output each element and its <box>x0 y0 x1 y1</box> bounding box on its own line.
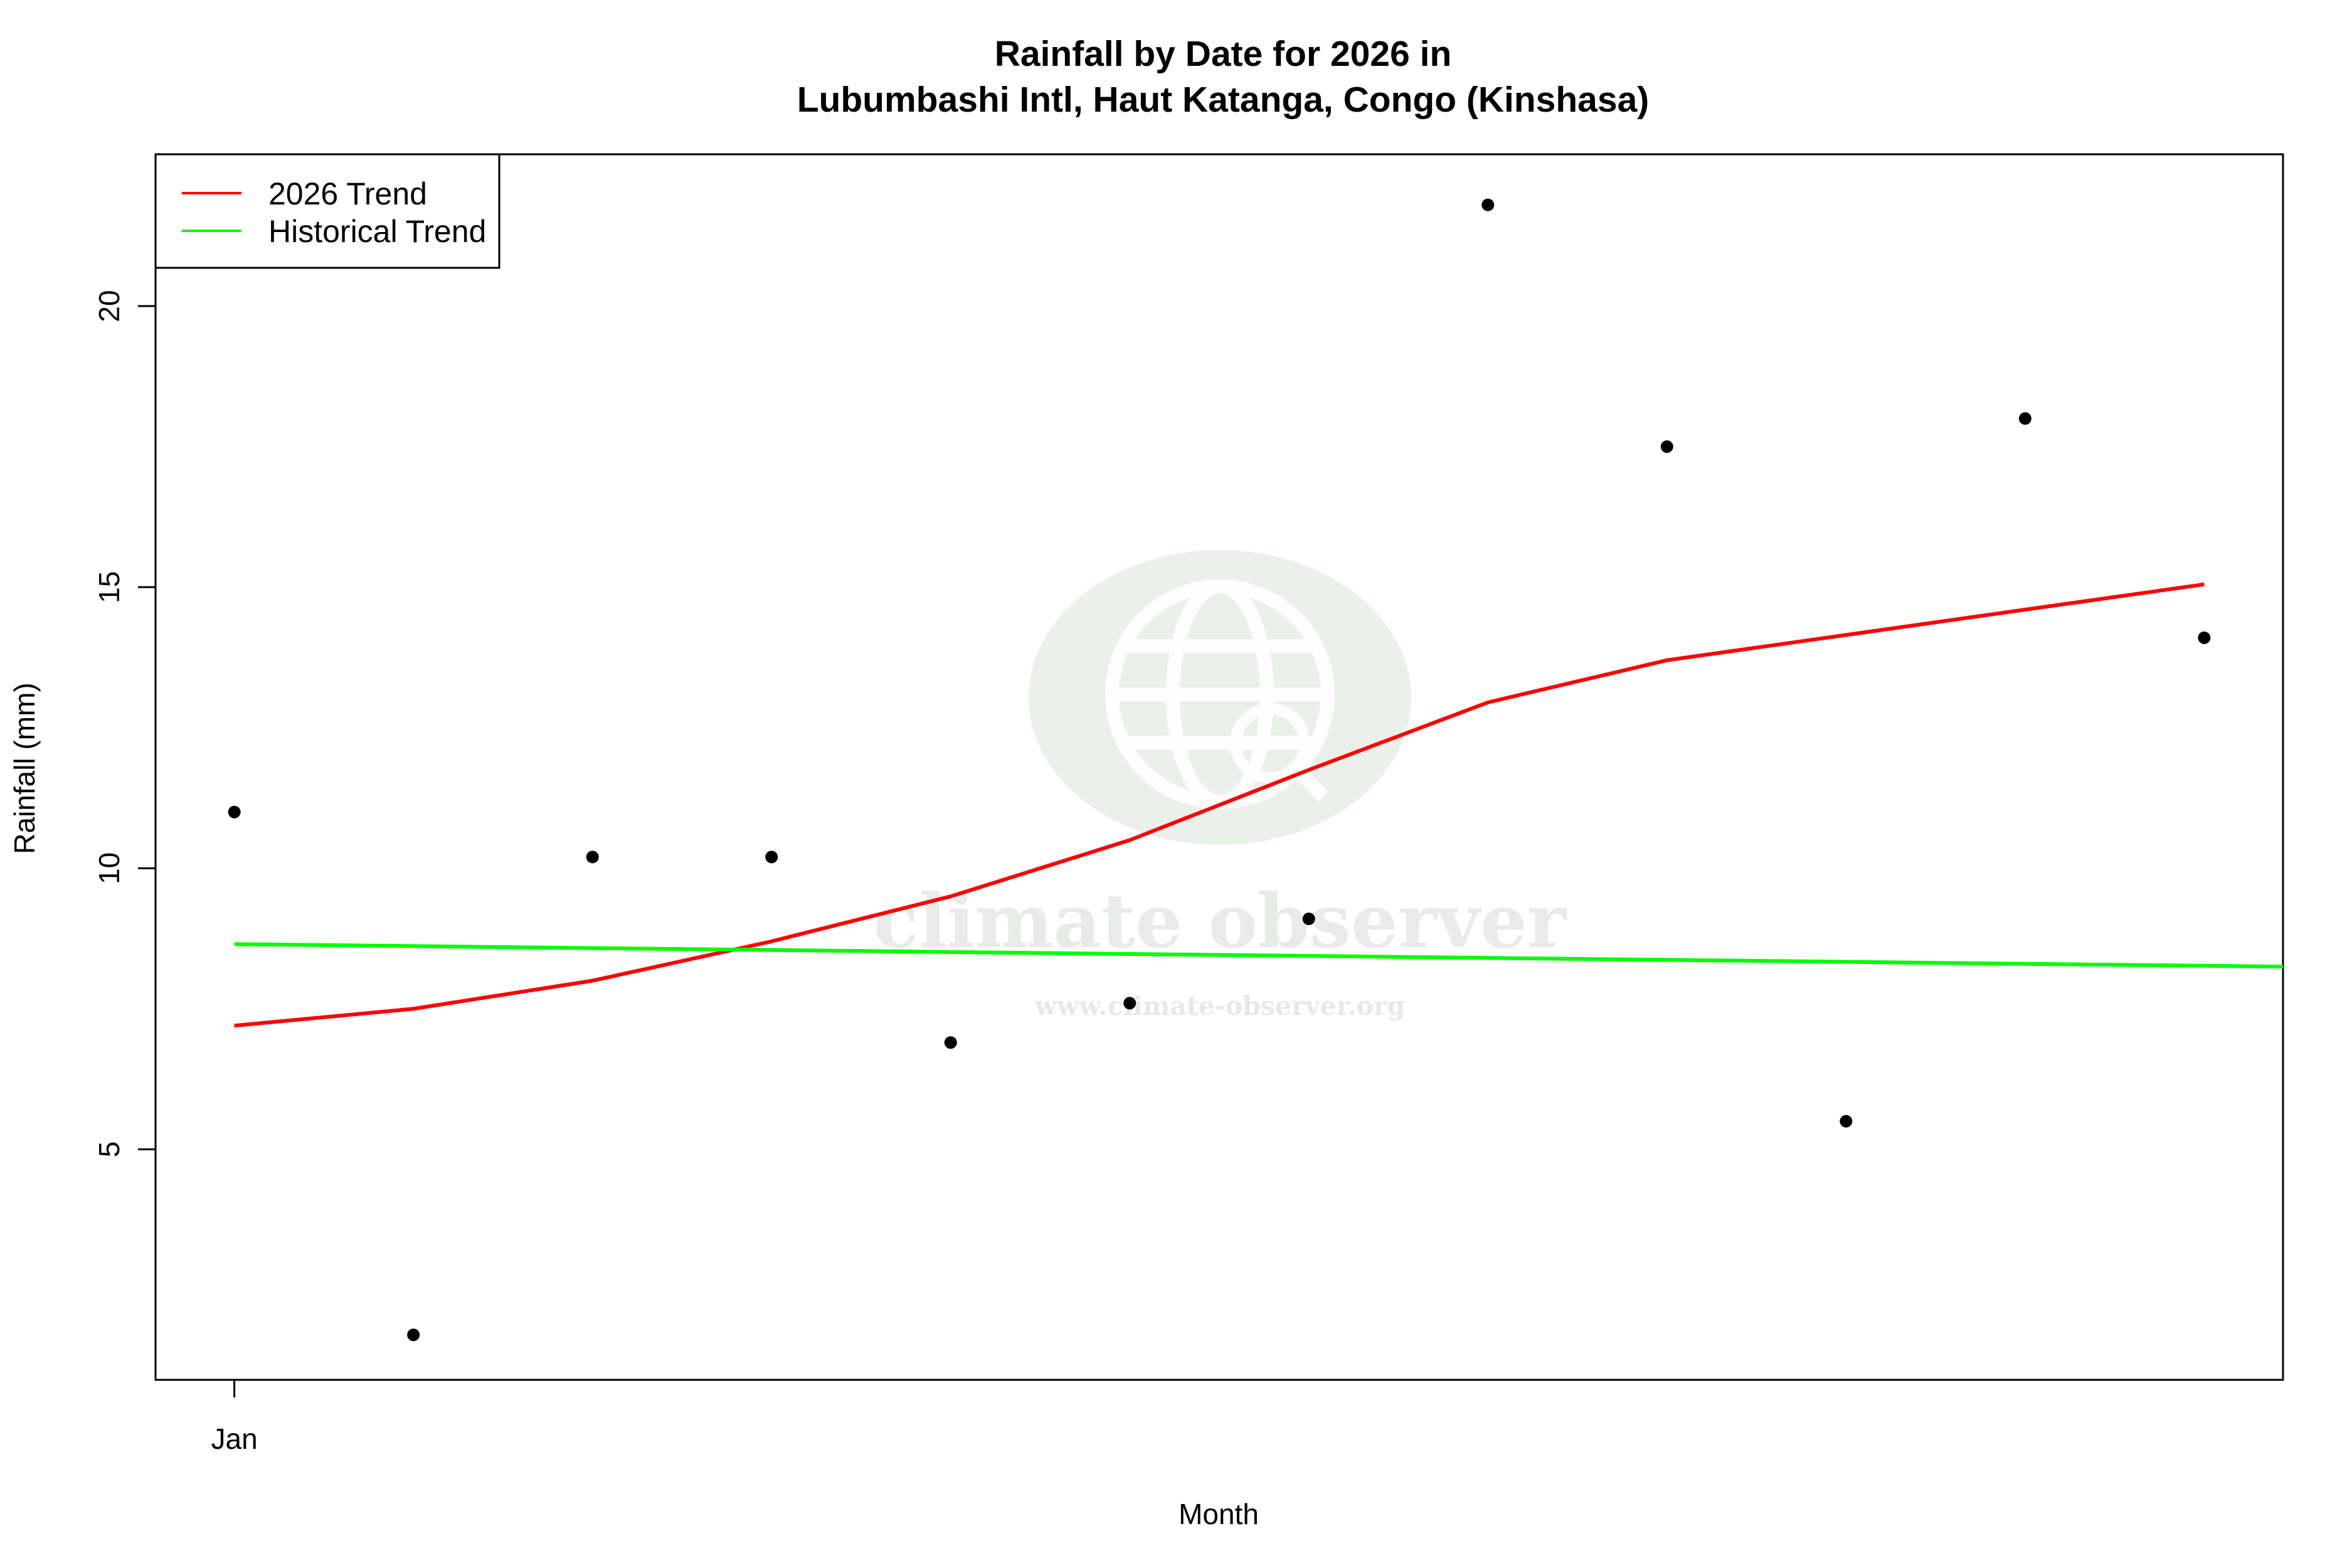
watermark-name: climate observer <box>874 877 1567 965</box>
data-point <box>407 1328 420 1342</box>
y-tick-label: 5 <box>93 1142 125 1158</box>
chart-title-line2: Lubumbashi Intl, Haut Katanga, Congo (Ki… <box>797 80 1650 120</box>
globe-icon <box>1105 580 1335 809</box>
y-tick-label: 20 <box>93 290 125 322</box>
x-tick-label: Jan <box>211 1422 258 1455</box>
series-line-historical-trend <box>234 942 2284 969</box>
series-line-2026-trend <box>234 582 2205 1028</box>
data-point <box>1840 1115 1853 1128</box>
watermark: climate observer www.climate-observer.or… <box>874 550 1567 1021</box>
y-axis: 5 10 15 20 <box>93 290 157 1158</box>
x-axis: Jan <box>211 1380 258 1455</box>
y-axis-label: Rainfall (mm) <box>8 682 41 854</box>
data-point <box>1660 440 1673 453</box>
points-layer <box>228 198 2211 1342</box>
legend: 2026 Trend Historical Trend <box>154 153 501 269</box>
data-point <box>1302 913 1315 926</box>
data-point <box>765 850 778 864</box>
data-point <box>2018 412 2032 425</box>
data-point <box>944 1036 957 1049</box>
data-point <box>2198 631 2211 644</box>
data-point <box>586 850 599 864</box>
series-layer <box>234 582 2284 1028</box>
legend-box <box>154 153 501 269</box>
data-point <box>1481 198 1495 211</box>
watermark-url: www.climate-observer.org <box>1034 991 1406 1021</box>
x-axis-label: Month <box>1179 1498 1259 1530</box>
chart-title-line1: Rainfall by Date for 2026 in <box>995 34 1452 74</box>
data-point <box>228 805 241 818</box>
legend-label-2026-trend: 2026 Trend <box>268 176 427 211</box>
y-tick-label: 10 <box>93 852 125 884</box>
y-tick-label: 15 <box>93 571 125 603</box>
legend-label-historical-trend: Historical Trend <box>268 214 486 249</box>
data-point <box>1123 997 1136 1010</box>
